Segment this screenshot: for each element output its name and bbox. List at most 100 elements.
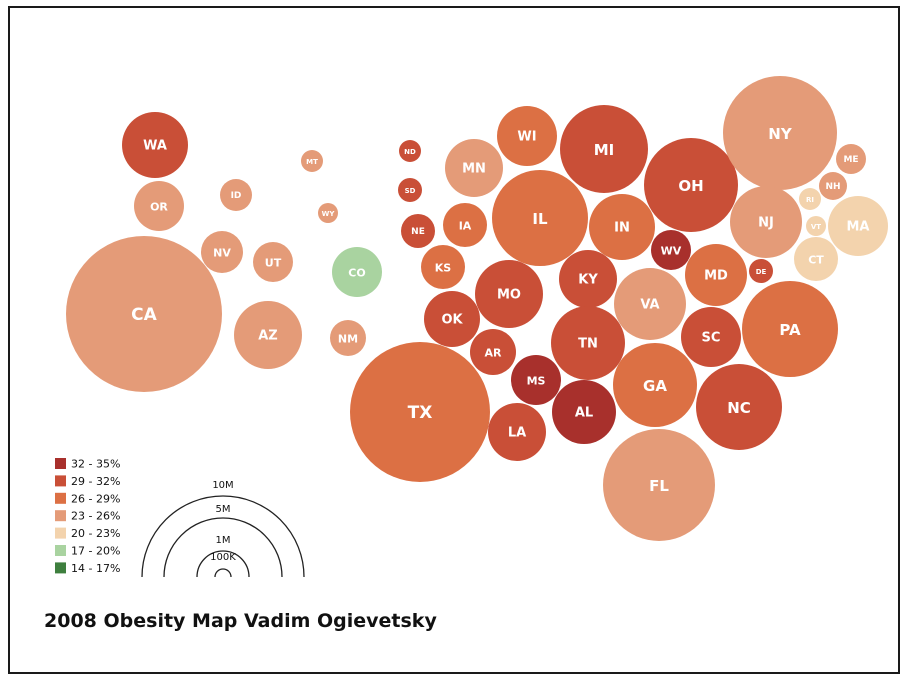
state-circle-ms xyxy=(511,355,561,405)
state-label-mi: MI xyxy=(594,141,615,159)
state-bubble-ms: MS xyxy=(511,355,561,405)
state-label-me: ME xyxy=(843,155,858,165)
legend-swatch xyxy=(55,527,66,539)
state-label-tn: TN xyxy=(578,337,598,352)
legend-label: 26 - 29% xyxy=(71,492,120,505)
state-bubble-ga: GA xyxy=(613,343,697,427)
state-bubble-ma: MA xyxy=(828,196,888,256)
state-circle-fl xyxy=(603,429,715,541)
state-label-ma: MA xyxy=(847,220,870,235)
state-circle-nd xyxy=(399,140,421,162)
legend-swatch xyxy=(55,458,66,469)
scale-ring xyxy=(196,550,250,578)
state-bubble-la: LA xyxy=(488,403,546,461)
state-bubble-il: IL xyxy=(492,170,588,266)
state-label-ok: OK xyxy=(441,313,463,328)
state-bubble-co: CO xyxy=(332,247,382,297)
state-label-mn: MN xyxy=(462,162,486,177)
state-label-wy: WY xyxy=(322,210,336,218)
state-circle-de xyxy=(749,259,773,283)
state-circle-ca xyxy=(66,236,222,392)
state-bubble-sc: SC xyxy=(681,307,741,367)
legend-label: 20 - 23% xyxy=(71,527,120,540)
state-bubble-wy: WY xyxy=(318,203,338,223)
state-circle-tx xyxy=(350,342,490,482)
state-bubble-nd: ND xyxy=(399,140,421,162)
legend-swatch xyxy=(55,510,66,522)
state-bubble-de: DE xyxy=(749,259,773,283)
state-circle-ma xyxy=(828,196,888,256)
state-label-sc: SC xyxy=(702,331,721,346)
state-circle-ne xyxy=(401,214,435,248)
state-label-oh: OH xyxy=(678,177,703,195)
state-circle-mi xyxy=(560,105,648,193)
state-circle-ga xyxy=(613,343,697,427)
state-label-nc: NC xyxy=(727,399,751,417)
legend-label: 32 - 35% xyxy=(71,458,120,471)
state-bubble-or: OR xyxy=(134,181,184,231)
state-circle-in xyxy=(589,194,655,260)
state-label-sd: SD xyxy=(405,187,416,195)
state-bubble-ut: UT xyxy=(253,242,293,282)
state-label-md: MD xyxy=(704,269,728,284)
scale-label: 100K xyxy=(210,552,236,563)
state-label-ri: RI xyxy=(806,196,814,204)
state-label-ms: MS xyxy=(527,375,546,388)
state-label-tx: TX xyxy=(408,403,433,423)
state-label-ct: CT xyxy=(808,254,824,267)
legend-swatch xyxy=(55,545,66,556)
legend-label: 14 - 17% xyxy=(71,562,120,575)
state-label-ca: CA xyxy=(131,305,157,325)
state-bubble-wa: WA xyxy=(122,112,188,178)
state-label-ut: UT xyxy=(265,257,282,270)
state-circle-co xyxy=(332,247,382,297)
state-bubble-nv: NV xyxy=(201,231,243,273)
state-circle-md xyxy=(685,244,747,306)
state-label-de: DE xyxy=(756,268,767,276)
state-bubble-in: IN xyxy=(589,194,655,260)
state-label-al: AL xyxy=(575,406,593,421)
state-circle-sd xyxy=(398,178,422,202)
state-label-nh: NH xyxy=(825,182,840,192)
state-circle-pa xyxy=(742,281,838,377)
state-label-va: VA xyxy=(640,298,659,313)
state-label-wi: WI xyxy=(517,130,536,145)
state-label-co: CO xyxy=(348,267,365,280)
state-bubble-wi: WI xyxy=(497,106,557,166)
state-bubble-mn: MN xyxy=(445,139,503,197)
state-bubble-id: ID xyxy=(220,179,252,211)
legend-swatch xyxy=(55,492,66,504)
state-circle-ok xyxy=(424,291,480,347)
state-circle-or xyxy=(134,181,184,231)
state-circle-la xyxy=(488,403,546,461)
legend-label: 23 - 26% xyxy=(71,510,120,523)
state-bubble-az: AZ xyxy=(234,301,302,369)
state-circle-mn xyxy=(445,139,503,197)
state-bubble-nc: NC xyxy=(696,364,782,450)
state-bubble-ky: KY xyxy=(559,250,617,308)
state-circle-il xyxy=(492,170,588,266)
state-circle-wi xyxy=(497,106,557,166)
state-circle-nm xyxy=(330,320,366,356)
state-label-id: ID xyxy=(231,191,242,201)
state-circle-wy xyxy=(318,203,338,223)
state-label-mo: MO xyxy=(497,288,521,303)
state-circle-wv xyxy=(651,230,691,270)
state-circle-nj xyxy=(730,186,802,258)
state-bubble-vt: VT xyxy=(806,216,826,236)
state-circle-ar xyxy=(470,329,516,375)
state-bubble-md: MD xyxy=(685,244,747,306)
state-label-ny: NY xyxy=(768,125,793,143)
state-label-wv: WV xyxy=(661,245,682,258)
state-bubble-mi: MI xyxy=(560,105,648,193)
state-bubble-ne: NE xyxy=(401,214,435,248)
color-legend: 32 - 35% 29 - 32% 26 - 29% 23 - 26% 20 - 23%… xyxy=(55,458,120,575)
state-circle-oh xyxy=(644,138,738,232)
state-label-ks: KS xyxy=(435,262,452,275)
legend-item: 17 - 20% xyxy=(55,545,120,558)
state-label-wa: WA xyxy=(143,139,167,154)
state-bubble-ok: OK xyxy=(424,291,480,347)
state-bubble-ia: IA xyxy=(443,203,487,247)
